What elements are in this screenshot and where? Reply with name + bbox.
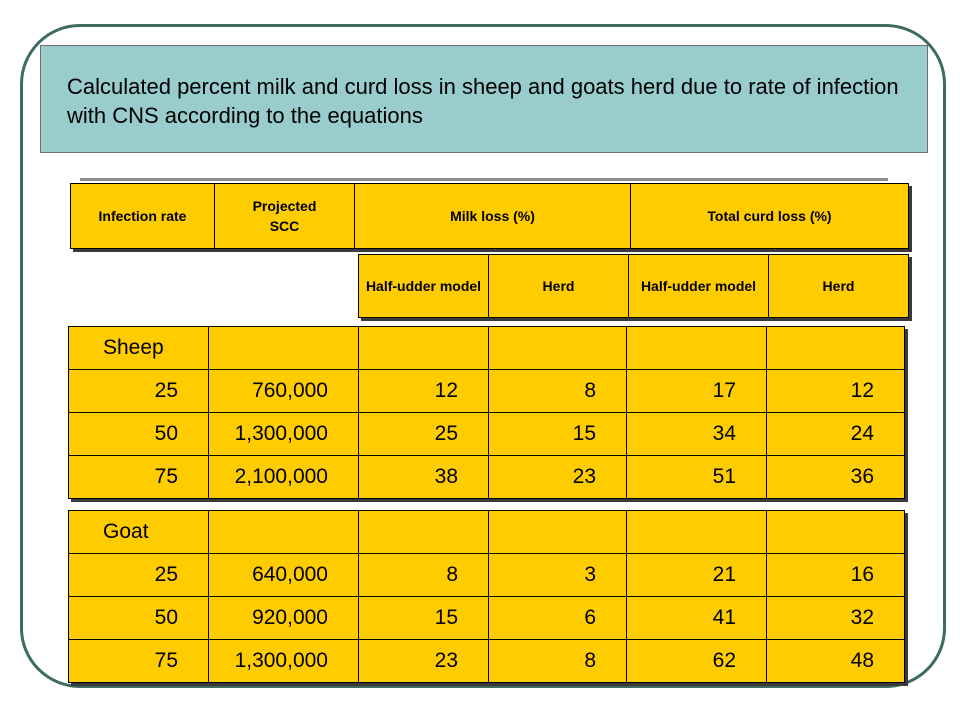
- infection-rate-cell: 75: [68, 639, 209, 683]
- header-total-curd-loss: Total curd loss (%): [630, 183, 909, 249]
- header-projected-scc: Projected SCC: [214, 183, 355, 249]
- infection-rate-cell: 75: [68, 455, 209, 499]
- goat-label-row: Goat: [68, 510, 905, 554]
- table-row: 25 640,000 8 3 21 16: [68, 553, 905, 597]
- curd-herd-cell: 16: [766, 553, 905, 597]
- curd-herd-cell: 48: [766, 639, 905, 683]
- header-curd-herd: Herd: [768, 254, 909, 318]
- header-table-top: Infection rate Projected SCC Milk loss (…: [70, 183, 909, 249]
- header-projected: Projected: [252, 198, 317, 214]
- milk-half-udder-cell: 23: [358, 639, 489, 683]
- milk-half-udder-cell: 25: [358, 412, 489, 456]
- milk-herd-cell: 3: [488, 553, 627, 597]
- curd-half-udder-cell: 34: [626, 412, 767, 456]
- header-table-sub: Half-udder model Herd Half-udder model H…: [358, 254, 909, 318]
- scc-cell: 2,100,000: [208, 455, 359, 499]
- slide-frame: [20, 24, 946, 688]
- goat-table: Goat 25 640,000 8 3 21 16 50 920,000 15 …: [68, 510, 905, 683]
- header-milk-loss: Milk loss (%): [354, 183, 631, 249]
- scc-cell: 640,000: [208, 553, 359, 597]
- header-milk-half-udder: Half-udder model: [358, 254, 489, 318]
- curd-herd-cell: 32: [766, 596, 905, 640]
- header-infection-rate: Infection rate: [70, 183, 215, 249]
- slide-title: Calculated percent milk and curd loss in…: [67, 74, 899, 128]
- curd-half-udder-cell: 51: [626, 455, 767, 499]
- curd-half-udder-cell: 41: [626, 596, 767, 640]
- milk-half-udder-cell: 15: [358, 596, 489, 640]
- milk-half-udder-cell: 12: [358, 369, 489, 413]
- table-row: 25 760,000 12 8 17 12: [68, 369, 905, 413]
- sheep-table: Sheep 25 760,000 12 8 17 12 50 1,300,000…: [68, 326, 905, 499]
- infection-rate-cell: 50: [68, 596, 209, 640]
- infection-rate-cell: 25: [68, 369, 209, 413]
- milk-herd-cell: 8: [488, 369, 627, 413]
- curd-herd-cell: 24: [766, 412, 905, 456]
- scc-cell: 760,000: [208, 369, 359, 413]
- scc-cell: 1,300,000: [208, 639, 359, 683]
- table-row: 50 1,300,000 25 15 34 24: [68, 412, 905, 456]
- curd-herd-cell: 12: [766, 369, 905, 413]
- sheep-label-row: Sheep: [68, 326, 905, 370]
- milk-half-udder-cell: 8: [358, 553, 489, 597]
- sheep-label: Sheep: [68, 326, 209, 370]
- infection-rate-cell: 50: [68, 412, 209, 456]
- divider-line: [80, 178, 888, 181]
- curd-half-udder-cell: 21: [626, 553, 767, 597]
- curd-half-udder-cell: 62: [626, 639, 767, 683]
- milk-herd-cell: 23: [488, 455, 627, 499]
- table-row: 75 2,100,000 38 23 51 36: [68, 455, 905, 499]
- curd-half-udder-cell: 17: [626, 369, 767, 413]
- header-scc: SCC: [269, 218, 300, 234]
- milk-herd-cell: 6: [488, 596, 627, 640]
- table-row: 50 920,000 15 6 41 32: [68, 596, 905, 640]
- header-milk-herd: Herd: [488, 254, 629, 318]
- scc-cell: 1,300,000: [208, 412, 359, 456]
- curd-herd-cell: 36: [766, 455, 905, 499]
- table-row: 75 1,300,000 23 8 62 48: [68, 639, 905, 683]
- header-curd-half-udder: Half-udder model: [628, 254, 769, 318]
- milk-herd-cell: 8: [488, 639, 627, 683]
- title-box: Calculated percent milk and curd loss in…: [40, 45, 928, 153]
- infection-rate-cell: 25: [68, 553, 209, 597]
- scc-cell: 920,000: [208, 596, 359, 640]
- milk-half-udder-cell: 38: [358, 455, 489, 499]
- milk-herd-cell: 15: [488, 412, 627, 456]
- goat-label: Goat: [68, 510, 209, 554]
